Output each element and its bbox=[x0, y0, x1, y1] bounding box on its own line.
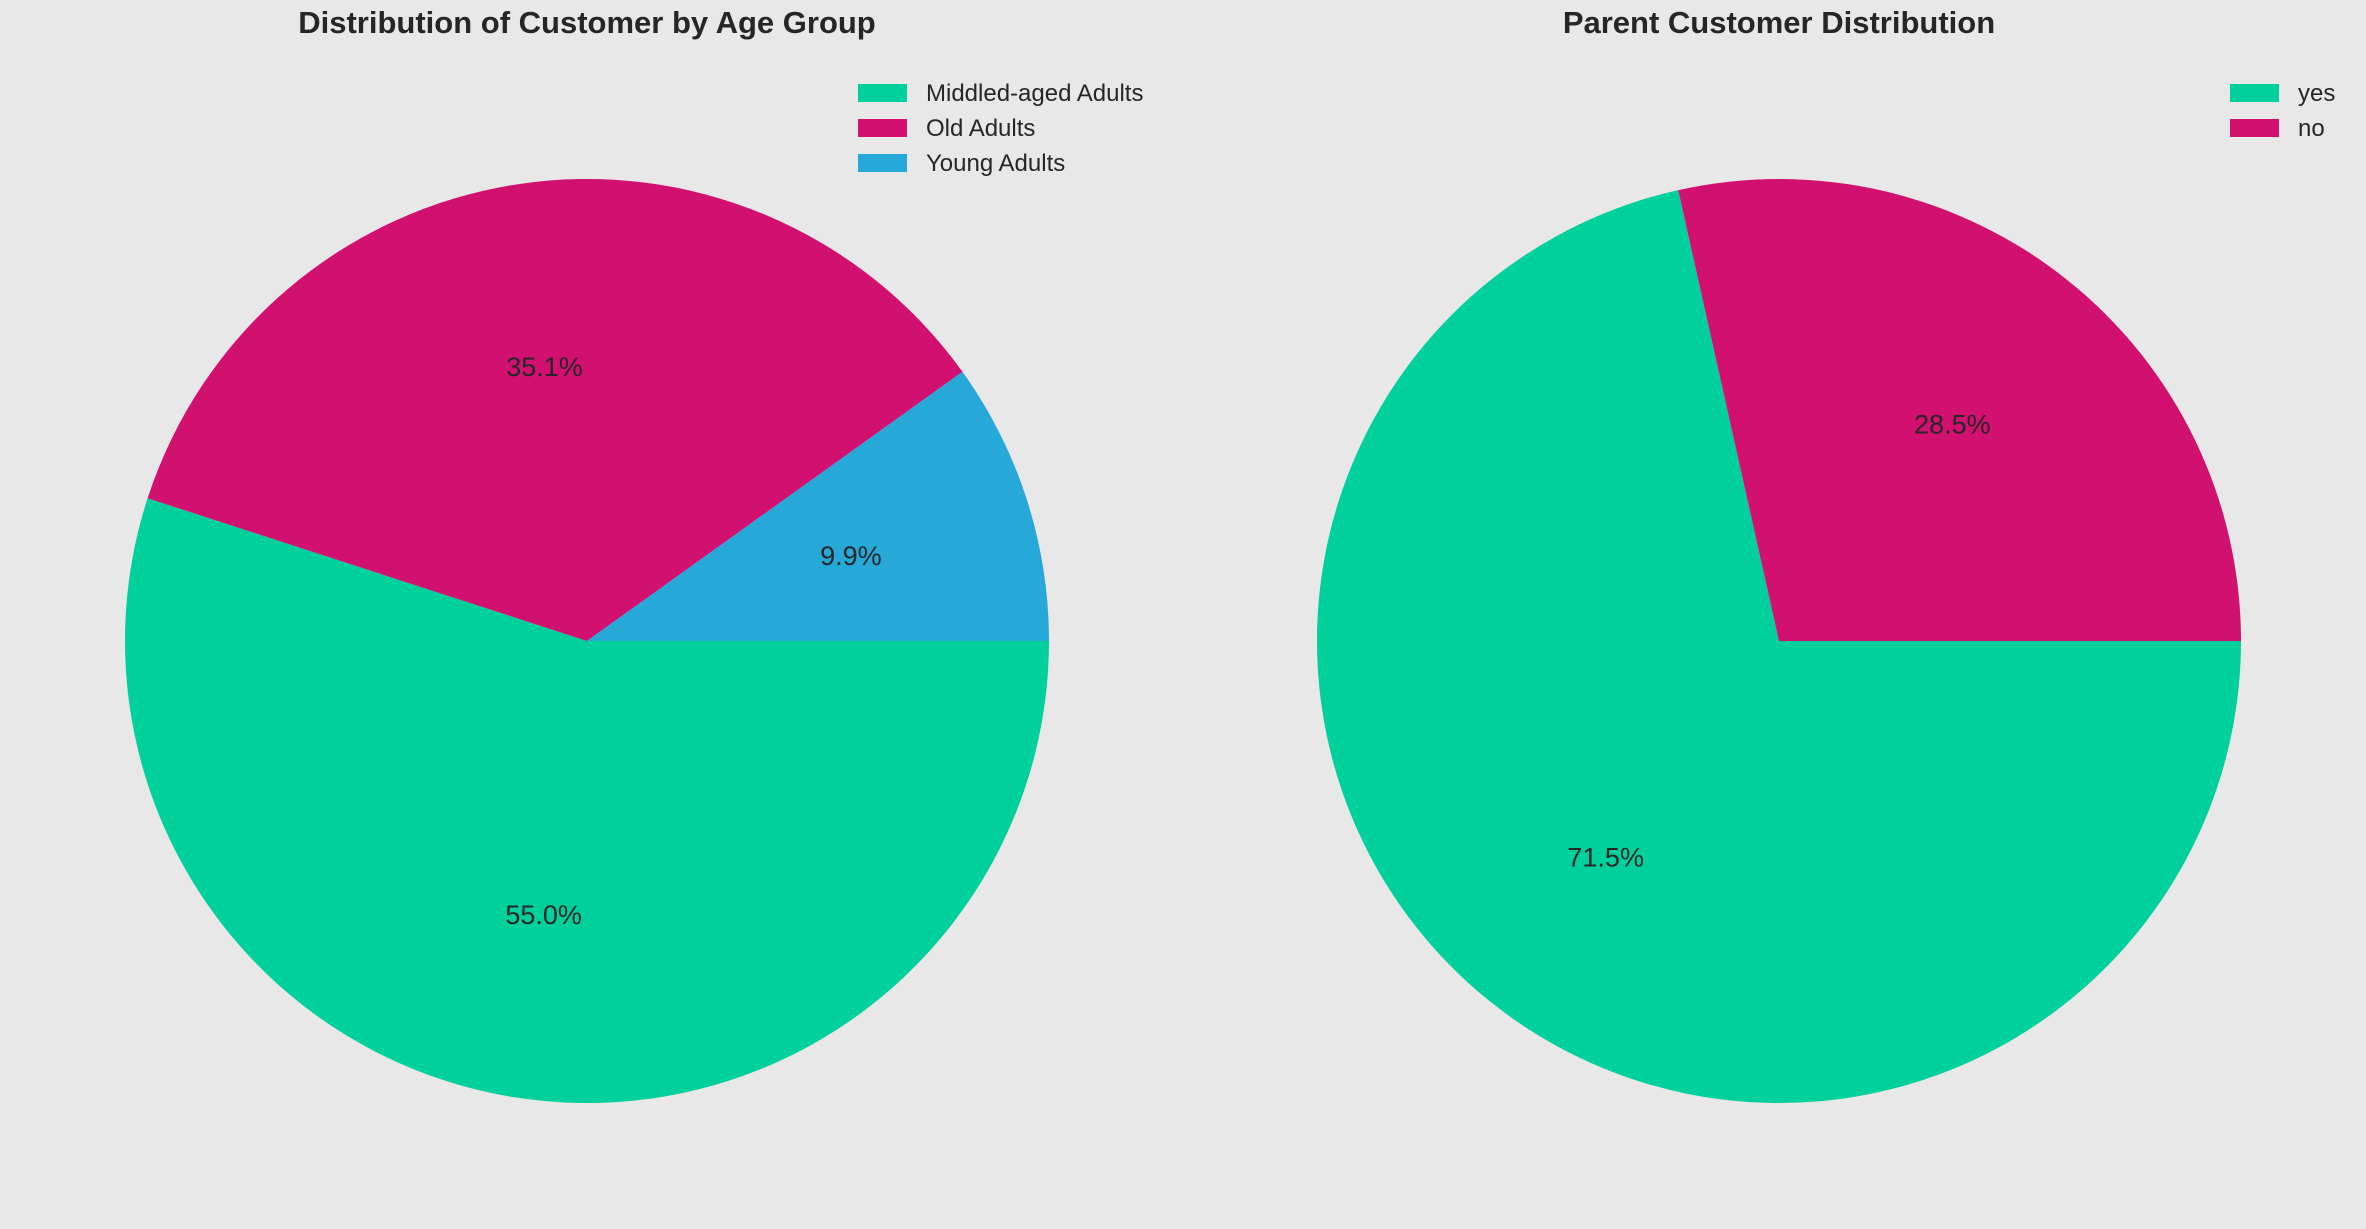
pie-slice-young-adults bbox=[587, 371, 1049, 641]
pie-percent-label: 71.5% bbox=[1567, 842, 1644, 872]
pie-percent-label: 35.1% bbox=[506, 352, 583, 382]
chart-title: Parent Customer Distribution bbox=[1563, 5, 1995, 40]
legend-swatch bbox=[858, 119, 907, 137]
parent-pie-chart: Parent Customer Distribution 71.5%28.5% … bbox=[1317, 5, 2335, 1103]
legend-swatch bbox=[2230, 84, 2279, 102]
legend-item-yes: yes bbox=[2230, 80, 2335, 107]
pie-slice-yes bbox=[1317, 190, 2241, 1103]
pie-percent-label: 55.0% bbox=[505, 900, 582, 930]
legend-label: yes bbox=[2298, 80, 2335, 107]
legend-label: Middled-aged Adults bbox=[926, 80, 1143, 107]
pie-percent-label: 9.9% bbox=[820, 541, 882, 571]
legend-item-no: no bbox=[2230, 115, 2325, 142]
pie-percent-label: 28.5% bbox=[1914, 410, 1991, 440]
legend: yes no bbox=[2230, 80, 2335, 142]
legend-swatch bbox=[858, 154, 907, 172]
pie-slice-no bbox=[1678, 178, 2241, 641]
pie-slice-middled-aged-adults bbox=[125, 498, 1050, 1103]
age-group-pie-chart: Distribution of Customer by Age Group 55… bbox=[125, 5, 1143, 1103]
legend-item-young-adults: Young Adults bbox=[858, 150, 1065, 177]
pie-percent-labels: 55.0% 35.1% 9.9% bbox=[505, 352, 881, 930]
legend-item-old-adults: Old Adults bbox=[858, 115, 1035, 142]
legend: Middled-aged Adults Old Adults Young Adult… bbox=[858, 80, 1143, 177]
pie-slices bbox=[125, 178, 1050, 1103]
chart-title: Distribution of Customer by Age Group bbox=[298, 5, 876, 40]
legend-label: Old Adults bbox=[926, 115, 1035, 142]
legend-swatch bbox=[858, 84, 907, 102]
pie-percent-labels: 71.5% 28.5% bbox=[1567, 410, 1990, 873]
pie-slice-old-adults bbox=[147, 178, 963, 642]
legend-swatch bbox=[2230, 119, 2279, 137]
legend-label: no bbox=[2298, 115, 2325, 142]
legend-label: Young Adults bbox=[926, 150, 1065, 177]
pie-slices bbox=[1317, 178, 2241, 1103]
legend-item-middled-aged-adults: Middled-aged Adults bbox=[858, 80, 1143, 107]
